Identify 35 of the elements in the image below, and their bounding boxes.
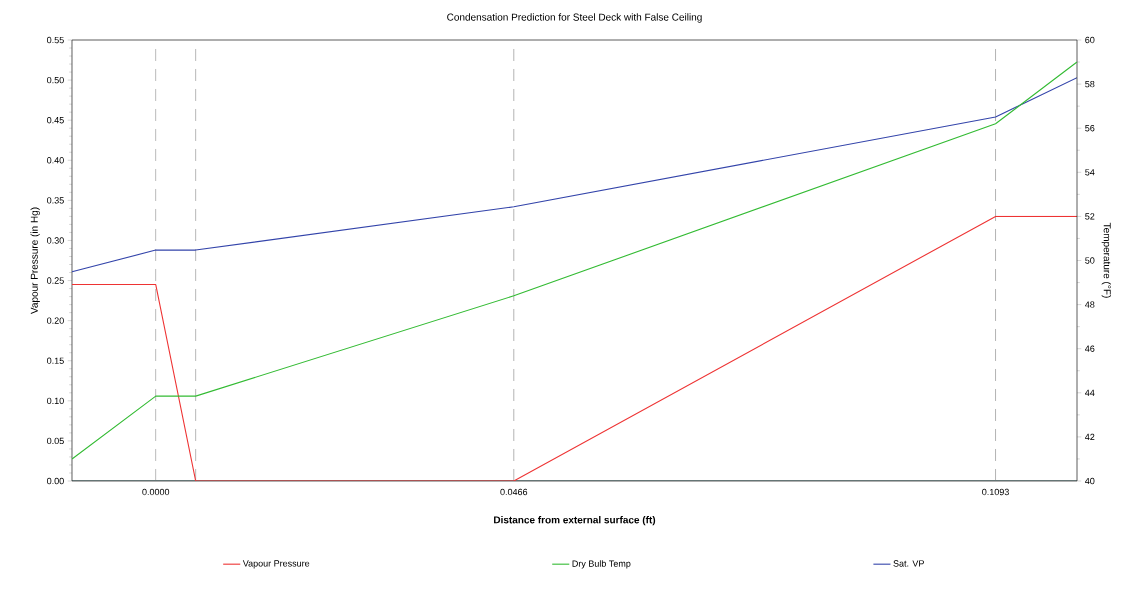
y-tick-label: 0.25 [47, 277, 64, 284]
y2-axis-title: Temperature (°F) [1101, 222, 1111, 298]
y2-tick-label: 54 [1085, 169, 1095, 176]
y2-tick-label: 40 [1085, 477, 1095, 485]
line-series [72, 77, 1077, 273]
y-tick-label: 0.35 [47, 197, 64, 204]
y2-tick-label: 46 [1085, 345, 1095, 352]
y-axis-title: Vapour Pressure (in Hg) [30, 207, 40, 314]
legend-label: Vapour Pressure [242, 560, 310, 569]
y-tick-label: 0.05 [47, 437, 64, 445]
y-tick-label: 0.40 [47, 157, 64, 164]
y2-tick-label: 50 [1085, 257, 1095, 264]
legend-label: Sat. VP [893, 560, 924, 567]
x-tick-label: 0.1093 [982, 488, 1009, 496]
line-series [72, 61, 1077, 460]
x-tick-label: 0.0000 [142, 488, 170, 496]
y-tick-label: 0.50 [47, 76, 64, 84]
x-axis-title: Distance from external surface (ft) [494, 516, 656, 526]
y-tick-label: 0.15 [47, 357, 64, 364]
y-tick-label: 0.10 [47, 397, 64, 405]
legend-label: Dry Bulb Temp [572, 560, 631, 569]
y-tick-label: 0.20 [47, 317, 64, 324]
x-tick-label: 0.0466 [500, 488, 528, 496]
chart-title: Condensation Prediction for Steel Deck with False Ceiling [447, 13, 702, 23]
y2-tick-label: 48 [1085, 301, 1095, 308]
y-tick-label: 0.30 [47, 237, 64, 244]
y-tick-label: 0.00 [47, 477, 64, 485]
y2-tick-label: 58 [1085, 80, 1095, 88]
y2-tick-label: 44 [1085, 389, 1095, 396]
y-tick-label: 0.45 [47, 116, 64, 124]
y2-tick-label: 60 [1085, 36, 1095, 44]
y2-tick-label: 42 [1085, 433, 1095, 441]
y2-tick-label: 52 [1085, 213, 1095, 220]
y2-tick-label: 56 [1085, 125, 1095, 132]
y-tick-label: 0.55 [47, 36, 64, 44]
